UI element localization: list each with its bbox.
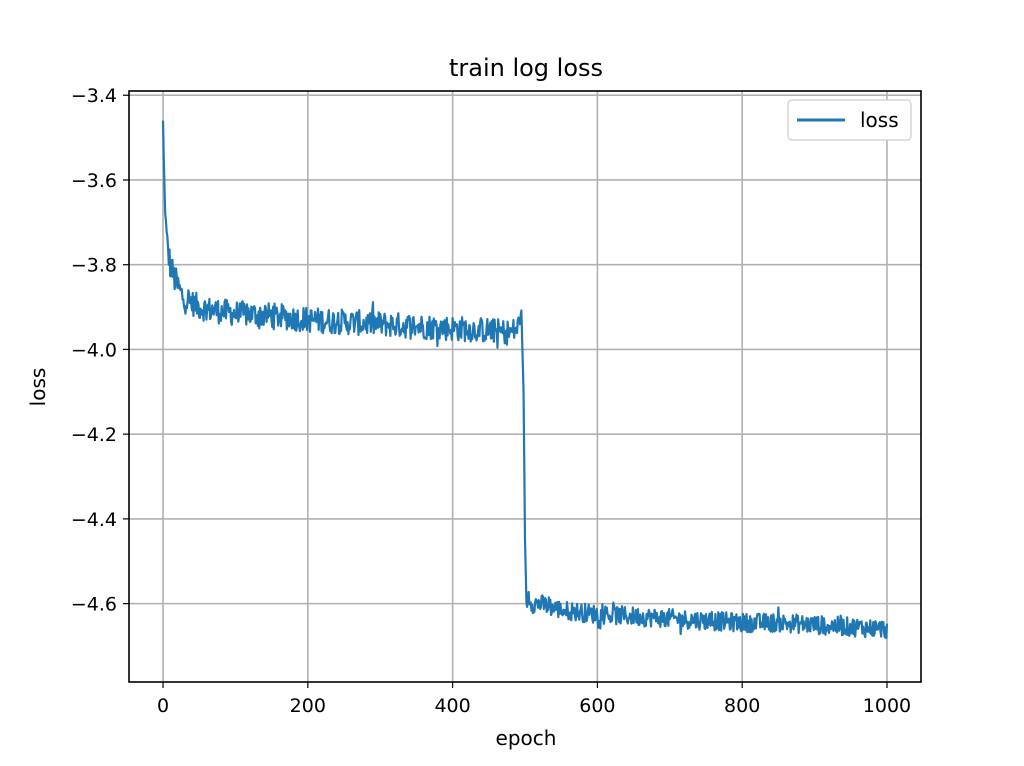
grid [129, 91, 921, 682]
x-tick-label: 600 [579, 695, 615, 717]
x-tick-label: 0 [157, 695, 169, 717]
x-axis: 0 200 400 600 800 1000 [157, 682, 911, 717]
series-layer [161, 120, 889, 640]
series-line-loss [161, 120, 889, 640]
legend: loss [787, 99, 912, 141]
y-tick-label: −3.8 [71, 255, 117, 277]
y-tick-label: −3.4 [71, 85, 117, 107]
legend-label: loss [860, 108, 899, 132]
y-tick-label: −4.2 [71, 424, 117, 446]
legend-box [787, 99, 912, 141]
y-tick-label: −3.6 [71, 170, 117, 192]
x-tick-label: 400 [434, 695, 470, 717]
chart-title: train log loss [449, 54, 603, 82]
plot-frame [128, 90, 922, 683]
y-tick-label: −4.6 [71, 594, 117, 616]
y-tick-label: −4.0 [71, 339, 117, 361]
y-axis-title: loss [26, 368, 50, 407]
y-axis: −3.4 −3.6 −3.8 −4.0 −4.2 −4.4 −4.6 [71, 85, 129, 616]
y-tick-label: −4.4 [71, 509, 117, 531]
x-axis-title: epoch [496, 726, 557, 750]
x-tick-label: 800 [724, 695, 760, 717]
x-tick-label: 200 [290, 695, 326, 717]
x-tick-label: 1000 [863, 695, 911, 717]
